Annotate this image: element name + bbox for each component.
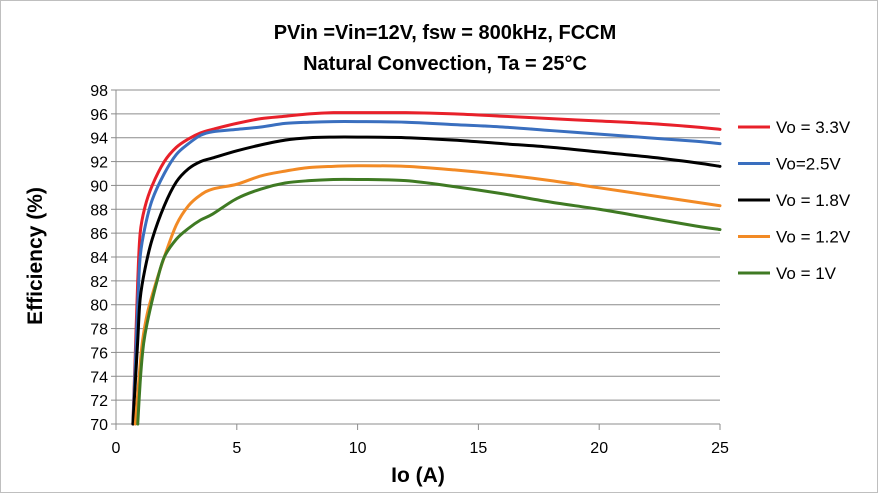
legend-label-3: Vo = 1.2V <box>776 228 851 247</box>
x-tick-labels: 0 5 10 15 20 25 <box>112 440 729 457</box>
y-tick-labels: 70 72 74 76 78 80 82 84 86 88 90 92 94 96 98 <box>90 83 108 434</box>
legend-entry-4: Vo = 1V <box>738 264 837 283</box>
legend-entry-1: Vo=2.5V <box>738 155 841 174</box>
y-axis-title: Efficiency (%) <box>24 187 47 325</box>
series-lines <box>131 111 722 426</box>
x-tick-label-5: 25 <box>711 440 729 457</box>
series-line-3 <box>133 164 722 426</box>
y-tick-label-9: 88 <box>90 202 108 219</box>
axes <box>111 89 721 430</box>
y-tick-label-3: 76 <box>90 345 108 362</box>
legend-label-1: Vo=2.5V <box>776 155 841 174</box>
y-tick-label-7: 84 <box>90 250 108 267</box>
series-line-2 <box>131 135 722 426</box>
legend-entry-2: Vo = 1.8V <box>738 191 851 210</box>
y-tick-label-5: 80 <box>90 298 108 315</box>
y-tick-label-4: 78 <box>90 322 108 339</box>
y-tick-label-2: 74 <box>90 369 108 386</box>
y-tick-label-11: 92 <box>90 155 108 172</box>
x-tick-label-3: 15 <box>470 440 488 457</box>
y-tick-label-6: 82 <box>90 274 108 291</box>
x-tick-label-1: 5 <box>232 440 241 457</box>
y-tick-label-14: 98 <box>90 83 108 100</box>
legend-entry-0: Vo = 3.3V <box>738 118 851 137</box>
series-line-1 <box>131 120 722 426</box>
y-tick-label-10: 90 <box>90 178 108 195</box>
legend: Vo = 3.3V Vo=2.5V Vo = 1.8V Vo = 1.2V Vo = 1… <box>738 118 851 283</box>
y-tick-label-0: 70 <box>90 417 108 434</box>
x-axis-title: Io (A) <box>391 464 445 487</box>
y-tick-label-12: 94 <box>90 131 108 148</box>
y-tick-label-13: 96 <box>90 107 108 124</box>
series-line-0 <box>131 111 722 426</box>
chart-title: PVin =Vin=12V, fsw = 800kHz, FCCM <box>274 22 617 44</box>
x-tick-label-2: 10 <box>349 440 367 457</box>
x-tick-label-4: 20 <box>590 440 608 457</box>
series-line-4 <box>136 177 722 426</box>
y-tick-label-1: 72 <box>90 393 108 410</box>
legend-entry-3: Vo = 1.2V <box>738 228 851 247</box>
chart-subtitle: Natural Convection, Ta = 25°C <box>303 53 587 75</box>
legend-label-0: Vo = 3.3V <box>776 118 851 137</box>
legend-label-4: Vo = 1V <box>776 264 837 283</box>
x-tick-label-0: 0 <box>112 440 121 457</box>
grid-lines <box>116 89 720 425</box>
y-tick-label-8: 86 <box>90 226 108 243</box>
legend-label-2: Vo = 1.8V <box>776 191 851 210</box>
